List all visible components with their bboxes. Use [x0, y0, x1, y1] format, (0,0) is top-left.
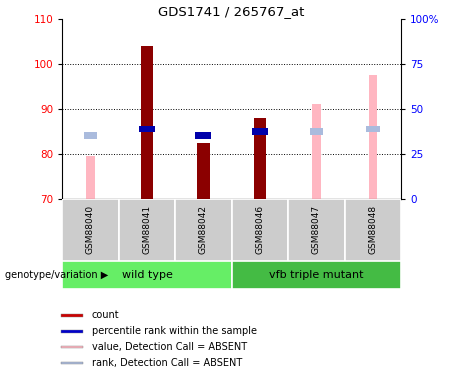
Bar — [254, 118, 266, 199]
Title: GDS1741 / 265767_at: GDS1741 / 265767_at — [159, 4, 305, 18]
Text: GSM88048: GSM88048 — [368, 205, 378, 254]
Text: GSM88040: GSM88040 — [86, 205, 95, 254]
Bar — [366, 126, 379, 132]
Bar — [175, 199, 231, 261]
Bar — [61, 346, 83, 348]
Bar — [62, 261, 231, 289]
Bar — [312, 104, 320, 199]
Bar — [310, 128, 323, 135]
Bar — [61, 314, 83, 316]
Text: GSM88047: GSM88047 — [312, 205, 321, 254]
Bar — [288, 199, 344, 261]
Bar — [61, 362, 83, 364]
Bar — [141, 46, 153, 199]
Bar — [231, 199, 288, 261]
Bar — [231, 261, 401, 289]
Text: genotype/variation ▶: genotype/variation ▶ — [5, 270, 108, 280]
Bar — [197, 142, 210, 199]
Bar — [118, 199, 175, 261]
Bar — [61, 330, 83, 333]
Bar — [62, 199, 118, 261]
Bar — [195, 132, 212, 139]
Bar — [139, 126, 155, 132]
Text: count: count — [92, 310, 119, 321]
Text: GSM88041: GSM88041 — [142, 205, 152, 254]
Text: rank, Detection Call = ABSENT: rank, Detection Call = ABSENT — [92, 358, 242, 368]
Text: vfb triple mutant: vfb triple mutant — [269, 270, 364, 280]
Text: GSM88042: GSM88042 — [199, 205, 208, 254]
Text: wild type: wild type — [122, 270, 172, 280]
Text: percentile rank within the sample: percentile rank within the sample — [92, 326, 257, 336]
Bar — [369, 75, 377, 199]
Bar — [344, 199, 401, 261]
Bar — [86, 156, 95, 199]
Text: GSM88046: GSM88046 — [255, 205, 265, 254]
Bar — [252, 128, 268, 135]
Bar — [84, 132, 97, 139]
Text: value, Detection Call = ABSENT: value, Detection Call = ABSENT — [92, 342, 247, 352]
